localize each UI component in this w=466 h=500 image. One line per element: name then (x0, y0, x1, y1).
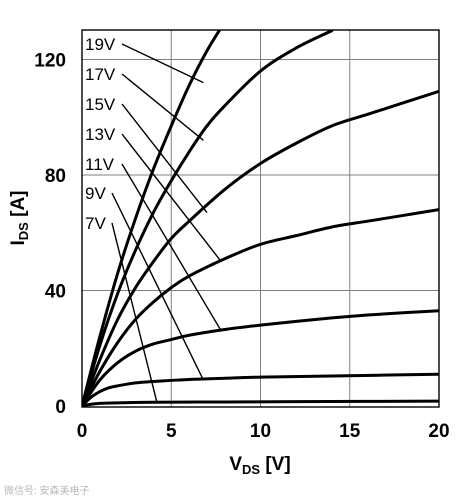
x-tick-label: 5 (166, 421, 177, 442)
series-line-17v (82, 30, 334, 407)
x-axis-label-main: V (229, 454, 242, 475)
leader-line (121, 103, 208, 213)
y-axis-label-main: I (8, 240, 29, 245)
curve-label-11v: 11V (85, 155, 115, 174)
y-tick-label: 120 (34, 51, 66, 72)
y-axis-label-unit: [A] (8, 191, 29, 223)
x-axis-label-unit: [V] (260, 454, 291, 475)
leader-line (121, 43, 204, 84)
x-axis-label: VDS [V] (229, 454, 290, 477)
curve-label-19v: 19V (85, 35, 116, 54)
leader-line (121, 73, 204, 141)
grid (82, 30, 439, 407)
series-line-9v (82, 372, 439, 407)
series-line-15v (82, 89, 439, 407)
leader-line (121, 133, 222, 263)
x-tick-label: 20 (428, 421, 449, 442)
x-axis-label-subscript: DS (242, 462, 260, 477)
x-tick-label: 10 (250, 421, 271, 442)
curve-label-7v: 7V (85, 214, 106, 233)
curve-label-9v: 9V (85, 184, 106, 203)
y-tick-label: 0 (55, 397, 66, 418)
x-tick-label: 15 (339, 421, 361, 442)
leader-line (111, 222, 158, 403)
curve-labels: 19V 17V 15V 13V 11V 9V 7V (85, 35, 116, 233)
y-axis-label: IDS [A] (8, 191, 31, 246)
series-line-11v (82, 309, 439, 407)
y-axis-label-subscript: DS (16, 222, 31, 240)
plot-frame (81, 29, 440, 408)
label-leaders (111, 43, 222, 403)
series-line-7v (82, 399, 439, 407)
y-tick-label: 80 (45, 166, 66, 187)
watermark: 微信号: 安森美电子 (4, 486, 90, 497)
y-tick-label: 40 (45, 282, 66, 303)
x-tick-label: 0 (77, 421, 88, 442)
leader-line (111, 192, 205, 381)
series-line-13v (82, 208, 439, 407)
curve-label-13v: 13V (85, 125, 116, 144)
curve-label-15v: 15V (85, 95, 116, 114)
leader-line (121, 163, 222, 332)
curve-label-17v: 17V (85, 65, 116, 84)
tick-labels: 0 5 10 15 20 0 40 80 120 (34, 51, 449, 443)
